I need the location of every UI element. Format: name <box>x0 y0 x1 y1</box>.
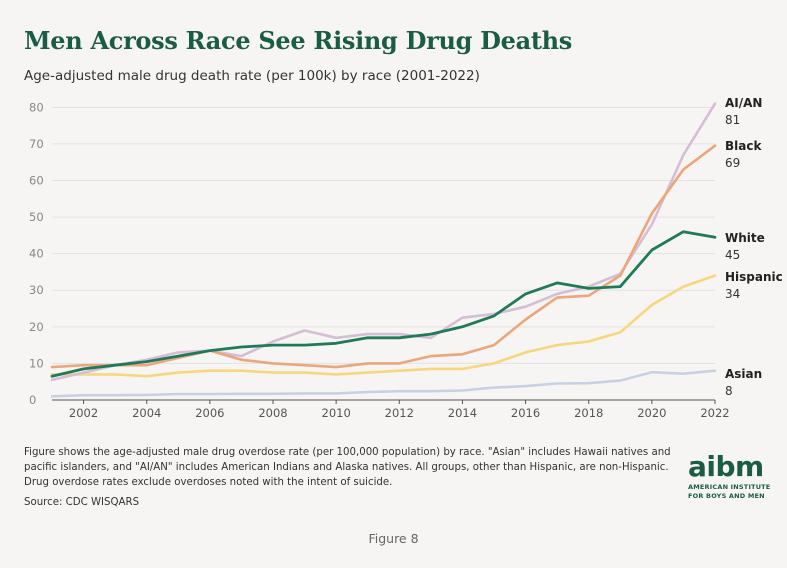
series-value-aian: 81 <box>725 113 740 127</box>
source-note: Source: CDC WISQARS <box>24 497 140 508</box>
y-tick-label: 0 <box>29 393 36 407</box>
y-tick-label: 60 <box>29 173 44 187</box>
y-tick-label: 30 <box>29 283 44 297</box>
aibm-logo: aibm AMERICAN INSTITUTE FOR BOYS AND MEN <box>688 453 770 501</box>
x-tick-label: 2016 <box>511 406 540 420</box>
x-tick-label: 2002 <box>69 406 98 420</box>
series-lines <box>50 102 717 398</box>
logo-line-2: FOR BOYS AND MEN <box>688 492 765 500</box>
y-tick-label: 20 <box>29 320 44 334</box>
y-tick-label: 40 <box>29 247 44 261</box>
y-tick-label: 50 <box>29 210 44 224</box>
x-tick-label: 2008 <box>258 406 287 420</box>
series-line-asian <box>50 369 717 398</box>
series-line-black <box>50 144 717 369</box>
series-end-labels: AI/AN 81 Black 69 White 45 Hispanic 34 Asian 8 <box>725 96 783 398</box>
series-line-aian <box>50 102 717 382</box>
y-tick-label: 10 <box>29 356 44 370</box>
x-tick-label: 2018 <box>574 406 603 420</box>
chart-title: Men Across Race See Rising Drug Deaths <box>24 26 573 55</box>
x-tick-label: 2022 <box>700 406 729 420</box>
series-name-white: White <box>725 231 765 245</box>
series-name-black: Black <box>725 139 762 153</box>
x-tick-label: 2014 <box>448 406 477 420</box>
series-value-asian: 8 <box>725 384 733 398</box>
x-tick-label: 2006 <box>195 406 224 420</box>
series-value-white: 45 <box>725 248 740 262</box>
chart-subtitle: Age-adjusted male drug death rate (per 1… <box>24 68 480 84</box>
series-name-aian: AI/AN <box>725 96 762 110</box>
x-tick-label: 2004 <box>132 406 161 420</box>
series-name-asian: Asian <box>725 367 762 381</box>
figure-caption: Figure shows the age-adjusted male drug … <box>24 447 671 488</box>
x-axis-ticks: 2002 2004 2006 2008 2010 2012 2014 2016 2018 2020… <box>69 400 730 420</box>
series-value-black: 69 <box>725 156 740 170</box>
x-tick-label: 2020 <box>637 406 666 420</box>
figure-label: Figure 8 <box>368 531 419 546</box>
series-value-hispanic: 34 <box>725 287 740 301</box>
series-line-white <box>50 230 717 378</box>
y-tick-label: 80 <box>29 100 44 114</box>
logo-wordmark: aibm <box>688 450 764 483</box>
series-name-hispanic: Hispanic <box>725 270 783 284</box>
x-tick-label: 2012 <box>385 406 414 420</box>
logo-line-1: AMERICAN INSTITUTE <box>688 483 771 491</box>
series-line-hispanic <box>50 274 717 378</box>
y-axis-ticks: 0 10 20 30 40 50 60 70 80 <box>29 100 44 407</box>
grid-lines <box>52 106 715 401</box>
x-tick-label: 2010 <box>322 406 351 420</box>
y-tick-label: 70 <box>29 137 44 151</box>
